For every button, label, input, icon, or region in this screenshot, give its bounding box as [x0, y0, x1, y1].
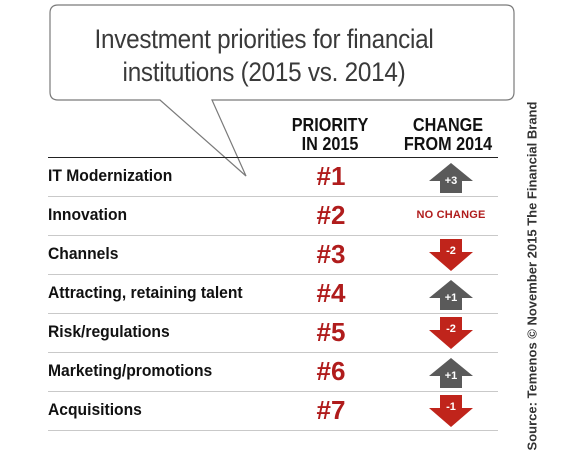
column-header-priority: PRIORITY IN 2015 [291, 115, 369, 154]
row-change: -2 [395, 236, 507, 274]
row-divider [48, 313, 498, 314]
change-value-label: -2 [446, 323, 456, 335]
down-arrow-icon: -2 [429, 317, 473, 349]
callout-shape [49, 4, 515, 177]
row-label: Channels [48, 244, 119, 263]
row-divider [48, 235, 498, 236]
change-value-label: +3 [445, 175, 458, 187]
table-row: Attracting, retaining talent #4 +1 [48, 275, 498, 314]
row-rank: #2 [316, 200, 346, 230]
up-arrow-icon: +3 [429, 163, 473, 193]
row-change: +3 [395, 158, 507, 196]
table-row: Marketing/promotions #6 +1 [48, 353, 498, 392]
table-row: IT Modernization #1 +3 [48, 158, 498, 197]
column-header-change: CHANGE FROM 2014 [403, 115, 493, 154]
row-divider [48, 430, 498, 431]
row-change: NO CHANGE [395, 197, 507, 235]
change-value-label: -2 [446, 245, 456, 257]
up-arrow-shape [429, 358, 473, 388]
row-label: Acquisitions [48, 400, 142, 419]
no-change-label: NO CHANGE [416, 209, 486, 221]
row-rank: #1 [316, 161, 346, 191]
row-divider [48, 391, 498, 392]
row-divider [48, 196, 498, 197]
up-arrow-shape [429, 280, 473, 310]
row-label: IT Modernization [48, 166, 173, 185]
chart-title-line1: Investment priorities for financial [94, 24, 434, 54]
row-divider [48, 352, 498, 353]
down-arrow-shape [429, 317, 473, 349]
table-row: Channels #3 -2 [48, 236, 498, 275]
row-divider [48, 274, 498, 275]
down-arrow-icon: -2 [429, 239, 473, 271]
source-text: Source: Temenos © November 2015 The Fina… [524, 101, 540, 450]
up-arrow-icon: +1 [429, 358, 473, 388]
row-label: Innovation [48, 205, 128, 224]
down-arrow-shape [429, 239, 473, 271]
row-rank: #5 [316, 317, 346, 347]
header-divider [48, 157, 498, 158]
change-value-label: +1 [445, 292, 458, 304]
up-arrow-icon: +1 [429, 280, 473, 310]
chart-title-line2: institutions (2015 vs. 2014) [122, 57, 406, 87]
row-label: Marketing/promotions [48, 361, 213, 380]
row-change: -1 [395, 392, 507, 430]
table-row: Acquisitions #7 -1 [48, 392, 498, 431]
table-row: Innovation #2 NO CHANGE [48, 197, 498, 236]
row-rank: #3 [316, 239, 346, 269]
down-arrow-icon: -1 [429, 395, 473, 427]
row-label: Attracting, retaining talent [48, 283, 243, 302]
row-rank: #4 [316, 278, 346, 308]
change-value-label: +1 [445, 370, 458, 382]
row-change: -2 [395, 314, 507, 352]
table-row: Risk/regulations #5 -2 [48, 314, 498, 353]
row-rank: #7 [316, 395, 346, 425]
row-rank: #6 [316, 356, 346, 386]
row-change: +1 [395, 353, 507, 391]
down-arrow-shape [429, 395, 473, 427]
up-arrow-shape [429, 163, 473, 193]
source-credit: Source: Temenos © November 2015 The Fina… [522, 102, 542, 450]
change-value-label: -1 [446, 401, 456, 413]
row-label: Risk/regulations [48, 322, 170, 341]
row-change: +1 [395, 275, 507, 313]
